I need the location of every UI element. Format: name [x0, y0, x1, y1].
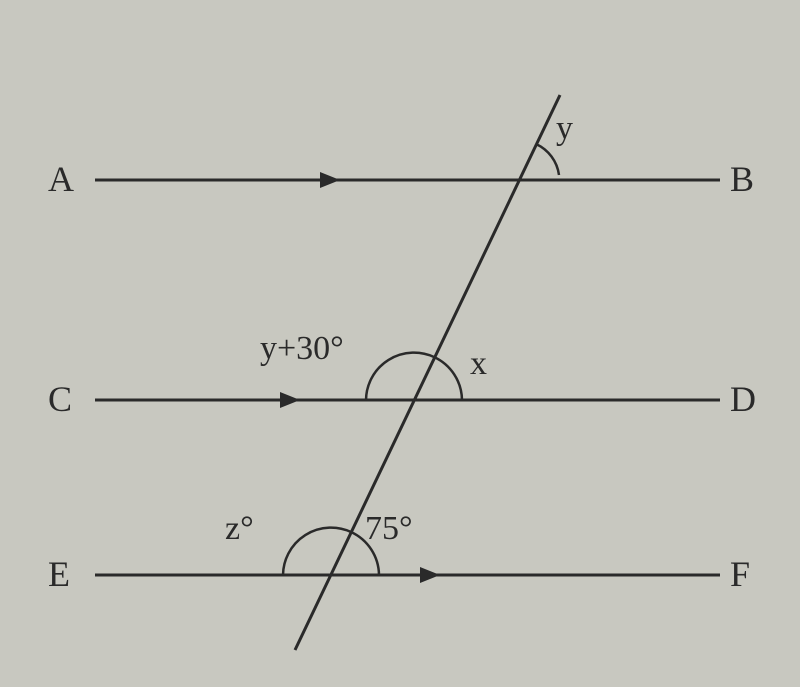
- label-b: B: [730, 158, 754, 200]
- geometry-diagram: [0, 0, 800, 687]
- angle-label-y: y: [556, 110, 573, 148]
- label-f: F: [730, 553, 750, 595]
- label-c: C: [48, 378, 72, 420]
- label-d: D: [730, 378, 756, 420]
- angle-label-x: x: [470, 345, 487, 383]
- arc-x: [434, 357, 462, 400]
- arrow-ef: [420, 567, 440, 583]
- angle-label-z: z°: [225, 510, 254, 548]
- label-e: E: [48, 553, 70, 595]
- arrow-cd: [280, 392, 300, 408]
- arc-y-plus-30: [366, 353, 434, 400]
- angle-label-75: 75°: [365, 510, 413, 548]
- arc-y: [536, 144, 559, 175]
- label-a: A: [48, 158, 74, 200]
- angle-label-y-plus-30: y+30°: [260, 330, 344, 368]
- arrow-ab: [320, 172, 340, 188]
